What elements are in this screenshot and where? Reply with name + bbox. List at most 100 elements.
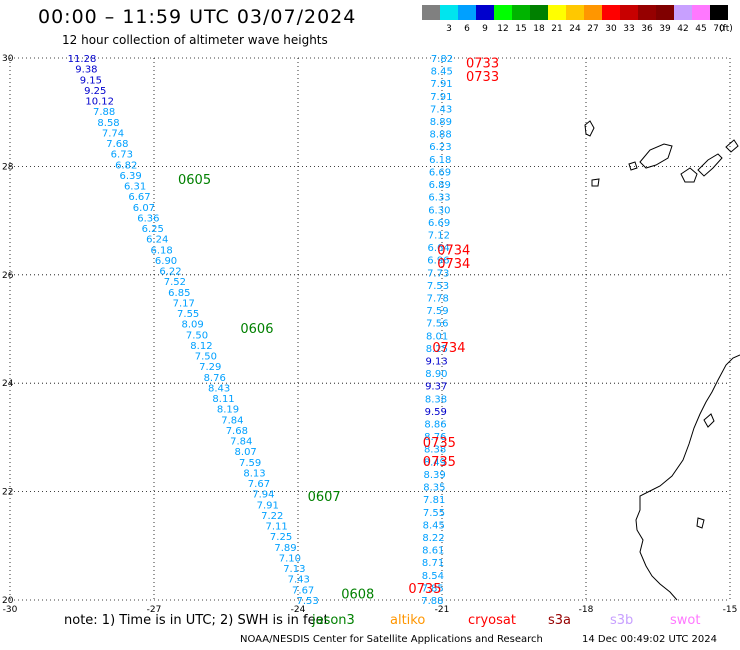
legend-swatch	[692, 5, 710, 20]
island-hierro	[591, 178, 600, 187]
wave-height-value: 6.69	[429, 167, 451, 178]
pass-time-label: 0608	[341, 588, 374, 603]
wave-height-legend: 3 6 9 12 15 18 21 24 27 30 33 36 39 42 45 70 (ft)	[422, 5, 733, 37]
wave-height-value: 7.13	[283, 564, 305, 575]
lat-tick-label: 24	[2, 379, 14, 389]
wave-height-value: 8.01	[426, 331, 448, 342]
legend-swatch	[494, 5, 512, 20]
wave-height-value: 7.74	[102, 128, 124, 139]
wave-height-value: 8.13	[243, 468, 265, 479]
pass-time-label: 0735	[423, 455, 456, 470]
wave-height-value: 8.38	[425, 394, 447, 405]
wave-height-value: 7.68	[106, 139, 128, 150]
wave-height-value: 7.50	[186, 330, 208, 341]
wave-height-value: 6.07	[133, 203, 155, 214]
wave-height-value: 6.24	[146, 235, 168, 246]
wave-height-value: 8.12	[190, 341, 212, 352]
african-coast	[635, 354, 740, 601]
legend-label: 3	[446, 24, 452, 34]
wave-height-value: 7.56	[426, 319, 448, 330]
lat-tick-label: 20	[2, 596, 14, 606]
wave-height-value: 8.07	[235, 447, 257, 458]
wave-height-value: 6.96	[427, 256, 449, 267]
wave-height-value: 7.82	[431, 54, 453, 65]
wave-height-value: 7.59	[239, 458, 261, 469]
wave-height-value: 7.50	[195, 352, 217, 363]
wave-height-value: 6.90	[155, 256, 177, 267]
wave-height-value: 7.91	[430, 79, 452, 90]
island-fuerteventura	[697, 153, 723, 177]
wave-height-value: 7.29	[199, 362, 221, 373]
wave-height-value: 7.67	[248, 479, 270, 490]
wave-height-value: 6.25	[142, 224, 164, 235]
legend-label: 6	[464, 24, 470, 34]
wave-height-value: 7.52	[164, 277, 186, 288]
wave-height-value: 7.53	[427, 281, 449, 292]
wave-height-value: 7.88	[421, 596, 443, 607]
legend-label: 12	[497, 24, 509, 34]
wave-height-value: 7.84	[230, 437, 252, 448]
wave-height-value: 7.55	[177, 309, 199, 320]
wave-height-value: 8.89	[430, 117, 452, 128]
wave-height-value: 8.88	[430, 130, 452, 141]
legend-swatch	[674, 5, 692, 20]
legend-swatch	[656, 5, 674, 20]
wave-height-value: 6.39	[120, 171, 142, 182]
coast-inlet	[696, 517, 705, 529]
island-tenerife	[639, 143, 673, 169]
credit-text: NOAA/NESDIS Center for Satellite Applica…	[240, 634, 543, 645]
island-gomera	[628, 161, 638, 171]
legend-swatch	[458, 5, 476, 20]
wave-height-value: 7.53	[296, 596, 318, 607]
pass-time-label: 0733	[466, 56, 499, 71]
satellite-label: jason3	[312, 613, 355, 628]
wave-height-value: 7.43	[430, 104, 452, 115]
wave-height-value: 8.43	[208, 383, 230, 394]
wave-height-value: 7.91	[430, 92, 452, 103]
island-la-palma	[584, 120, 595, 137]
wave-height-value: 8.09	[181, 320, 203, 331]
legend-label: 39	[659, 24, 671, 34]
pass-time-label: 0734	[437, 257, 470, 272]
wave-height-value: 9.59	[425, 407, 447, 418]
legend-swatch	[584, 5, 602, 20]
satellite-label: s3b	[610, 613, 634, 628]
lon-tick-label: -15	[723, 605, 738, 615]
wave-height-value: 8.76	[424, 432, 446, 443]
timestamp: 14 Dec 00:49:02 UTC 2024	[582, 634, 717, 645]
wave-height-value: 6.36	[137, 213, 159, 224]
island-gran-canaria	[680, 167, 698, 183]
wave-height-value: 7.43	[288, 575, 310, 586]
wave-height-value: 6.22	[159, 267, 181, 278]
wave-height-value: 8.86	[424, 420, 446, 431]
wave-height-value: 9.13	[426, 357, 448, 368]
legend-swatch	[422, 5, 440, 20]
legend-label: 15	[515, 24, 527, 34]
wave-height-value: 7.91	[257, 500, 279, 511]
wave-height-value: 8.35	[423, 483, 445, 494]
wave-height-value: 8.11	[212, 394, 234, 405]
wave-height-value: 6.18	[429, 155, 451, 166]
wave-height-value: 8.22	[422, 533, 444, 544]
wave-height-value: 6.23	[429, 142, 451, 153]
satellite-label: altiko	[390, 613, 426, 628]
wave-height-value: 7.55	[423, 508, 445, 519]
lat-tick-label: 30	[2, 54, 14, 64]
wave-height-value: 7.88	[93, 107, 115, 118]
wave-height-value: 8.25	[426, 344, 448, 355]
wave-height-value: 6.31	[124, 182, 146, 193]
legend-swatch	[620, 5, 638, 20]
legend-unit: (ft)	[719, 24, 733, 34]
wave-height-value: 8.58	[97, 118, 119, 129]
legend-label: 24	[569, 24, 581, 34]
lat-lon-grid	[9, 57, 731, 601]
wave-height-value: 8.90	[425, 369, 447, 380]
legend-swatch	[476, 5, 494, 20]
pass-time-label: 0734	[437, 243, 470, 258]
satellite-label: swot	[670, 613, 701, 628]
wave-height-value: 6.18	[150, 245, 172, 256]
legend-label: 36	[641, 24, 653, 34]
wave-height-value: 7.10	[279, 553, 301, 564]
pass-time-labels: 0733073306050734073406060734073507350607…	[178, 56, 499, 602]
pass-time-label: 0605	[178, 173, 211, 188]
